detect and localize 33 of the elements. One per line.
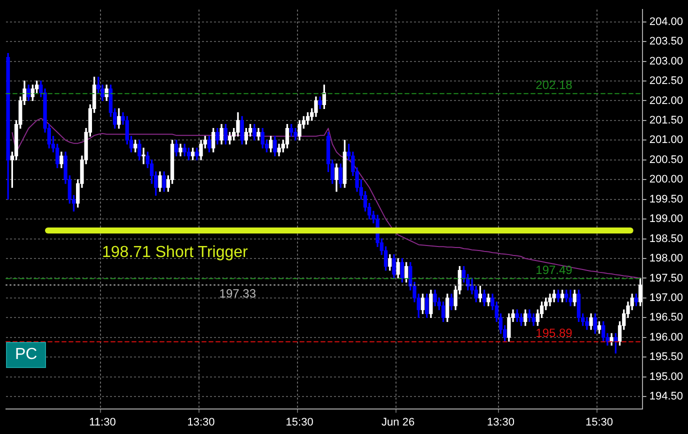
y-tick-label: 195.50 [649, 351, 684, 364]
y-tick-label: 203.50 [649, 36, 684, 48]
y-tick-label: 202.50 [649, 75, 684, 88]
y-tick-label: 200.00 [649, 174, 684, 186]
x-tick-label: Jun 26 [382, 416, 415, 428]
y-tick-label: 197.00 [649, 292, 684, 304]
ref-line-label: 198.71 Short Trigger [102, 244, 249, 261]
y-tick-label: 203.00 [649, 55, 684, 68]
x-tick-label: 13:30 [486, 416, 514, 428]
y-tick-label: 198.50 [649, 232, 684, 245]
y-tick-label: 196.50 [649, 312, 684, 324]
x-tick-label: 13:30 [187, 416, 215, 428]
x-tick-label: 15:30 [585, 416, 614, 428]
ref-line-label: 197.49 [536, 262, 573, 277]
y-tick-label: 199.50 [649, 193, 684, 206]
ref-line-label: 197.33 [219, 286, 256, 300]
y-tick-label: 202.00 [649, 94, 684, 107]
x-tick-label: 15:30 [286, 416, 314, 428]
y-tick-label: 194.50 [649, 390, 684, 403]
y-tick-label: 204.00 [649, 16, 684, 28]
y-tick-label: 196.00 [649, 331, 684, 344]
y-tick-label: 199.00 [649, 213, 684, 226]
y-tick-label: 195.00 [649, 370, 684, 383]
y-tick-label: 201.50 [649, 114, 684, 126]
annotation: PC [6, 342, 46, 368]
y-tick-label: 197.50 [649, 272, 684, 284]
ref-line-label: 195.89 [536, 326, 573, 340]
candlestick [142, 148, 146, 164]
y-tick-label: 198.00 [649, 252, 684, 265]
x-tick-label: 11:30 [89, 416, 116, 428]
y-tick-label: 201.00 [649, 134, 684, 146]
ref-line-label: 202.18 [536, 78, 573, 92]
y-tick-label: 200.50 [649, 154, 684, 166]
